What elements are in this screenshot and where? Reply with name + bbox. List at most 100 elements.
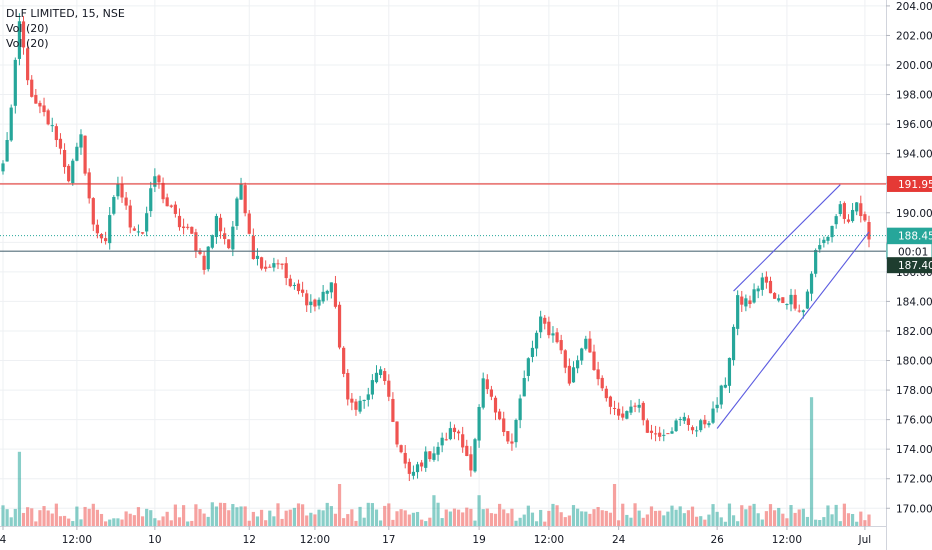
- volume-bar: [325, 502, 329, 526]
- chart-grid: [0, 0, 886, 526]
- volume-bar: [296, 503, 301, 526]
- time-tick-label: 24: [612, 534, 626, 546]
- candle-body: [473, 439, 477, 472]
- candle-body: [748, 300, 752, 305]
- candle-body: [498, 411, 502, 420]
- candle-body: [629, 406, 633, 413]
- time-tick-label: 10: [148, 534, 161, 546]
- candle-body: [194, 232, 198, 251]
- candle-body: [165, 197, 169, 207]
- candle-body: [781, 297, 785, 303]
- volume-bar: [731, 515, 736, 526]
- volume-bar: [658, 510, 662, 526]
- volume-bar: [432, 495, 436, 526]
- volume-bar: [218, 502, 223, 526]
- volume-bar: [214, 506, 219, 526]
- volume-indicator-2[interactable]: Vol (20): [6, 37, 49, 50]
- volume-bar: [383, 505, 387, 526]
- volume-bar: [313, 514, 317, 526]
- volume-bar: [748, 505, 752, 526]
- volume-bar: [132, 515, 136, 526]
- volume-bar: [140, 516, 145, 526]
- candle-body: [444, 439, 448, 441]
- volume-bar: [91, 503, 95, 526]
- resistance-price-tag-bg: [887, 175, 932, 192]
- candle-body: [719, 385, 723, 405]
- volume-bar: [805, 516, 810, 526]
- symbol-title[interactable]: DLF LIMITED, 15, NSE: [6, 7, 125, 20]
- candle-body: [67, 165, 71, 182]
- time-axis[interactable]: 4 12:00 10 12 12:00 17 19 12:00 24 26 12:00 Jul: [0, 526, 886, 550]
- candle-body: [272, 263, 276, 268]
- candle-body: [530, 347, 535, 357]
- volume-bar: [502, 509, 506, 526]
- volume-bar: [173, 504, 177, 526]
- volume-bar: [374, 509, 379, 526]
- volume-indicator-1[interactable]: Vol (20): [6, 22, 49, 35]
- time-tick-label: 26: [710, 534, 724, 546]
- volume-bar: [264, 520, 268, 526]
- volume-bar: [46, 510, 50, 526]
- volume-bar: [481, 509, 485, 526]
- candle-body: [108, 215, 112, 244]
- volume-bar: [612, 484, 617, 526]
- volume-bar: [366, 502, 370, 526]
- candle-body: [682, 416, 686, 421]
- volume-bar: [415, 511, 420, 526]
- candle-body: [641, 402, 645, 421]
- candle-body: [645, 420, 649, 433]
- candle-body: [251, 235, 255, 260]
- volume-bar: [690, 506, 695, 526]
- volume-bar: [621, 503, 625, 526]
- candle-body: [485, 379, 489, 390]
- volume-bar: [280, 518, 284, 526]
- volume-bar: [596, 507, 600, 526]
- volume-bar: [239, 506, 243, 526]
- candle-body: [75, 146, 79, 161]
- candle-body: [50, 125, 54, 127]
- volume-bar: [362, 517, 366, 526]
- candle-body: [243, 185, 247, 214]
- price-axis[interactable]: 204.00202.00200.00198.00196.00194.00192.…: [886, 0, 932, 550]
- candle-body: [867, 222, 871, 240]
- candle-body: [649, 430, 654, 433]
- volume-bar: [752, 503, 756, 526]
- candle-body: [658, 432, 662, 437]
- time-tick-label: 12:00: [772, 534, 802, 546]
- volume-bar: [136, 507, 141, 526]
- price-tick-label: 200.00: [896, 60, 932, 72]
- volume-bar: [530, 512, 535, 526]
- candle-body: [362, 399, 366, 402]
- candle-body: [604, 388, 608, 399]
- volume-bar: [337, 484, 342, 526]
- candle-body: [190, 226, 194, 234]
- candle-body: [575, 360, 580, 369]
- channel-lines[interactable]: [716, 184, 870, 429]
- candle-body: [481, 378, 485, 408]
- volume-bar: [272, 516, 276, 526]
- candle-body: [850, 209, 855, 222]
- volume-bar: [809, 397, 814, 526]
- volume-bar: [235, 507, 239, 526]
- volume-bar: [157, 520, 161, 526]
- candle-body: [411, 471, 416, 476]
- candle-body: [383, 371, 387, 382]
- candle-body: [456, 431, 461, 434]
- volume-bar: [571, 505, 576, 526]
- candle-body: [752, 289, 756, 303]
- volume-bar: [223, 502, 227, 526]
- volume-bar: [30, 508, 34, 526]
- candle-body: [559, 340, 563, 351]
- horizontal-lines[interactable]: [0, 183, 886, 252]
- channel-line-upper: [733, 184, 841, 292]
- time-tick-label: 12:00: [62, 534, 92, 546]
- candle-body: [259, 257, 264, 269]
- candle-body: [337, 304, 342, 348]
- volume-bar: [703, 519, 707, 526]
- volume-bar: [756, 513, 760, 526]
- candle-body: [280, 263, 284, 265]
- volume-bar: [165, 511, 169, 526]
- candle-body: [461, 434, 465, 448]
- candle-body: [814, 250, 818, 274]
